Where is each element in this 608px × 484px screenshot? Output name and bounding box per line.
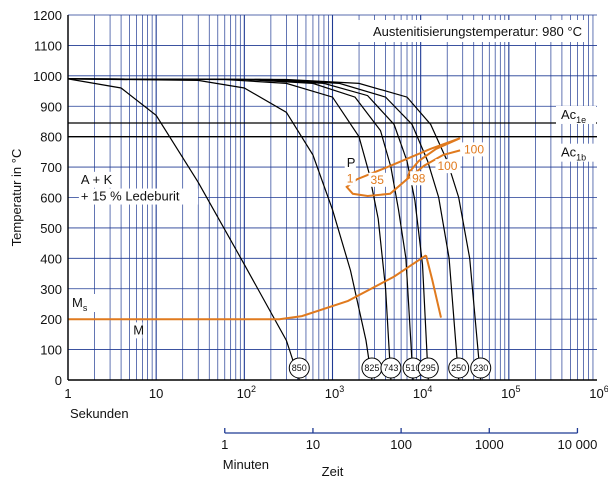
pearlite-end-line xyxy=(406,137,461,180)
hardness-label: 250 xyxy=(451,363,466,373)
percent-label-bg xyxy=(461,142,487,157)
region-label: P xyxy=(347,155,356,170)
region-label-bg xyxy=(78,171,119,188)
hardness-label: 295 xyxy=(421,363,436,373)
percent-label-bg xyxy=(368,172,387,187)
axes xyxy=(67,15,597,434)
critical-label-bg xyxy=(556,143,596,162)
y-tick-label: 900 xyxy=(40,99,62,114)
title-box xyxy=(349,20,587,42)
ms-label: Ms xyxy=(72,295,88,313)
region-label: M xyxy=(133,322,144,337)
cooling-curve xyxy=(67,78,373,381)
hardness-label: 230 xyxy=(473,363,488,373)
hardness-circle xyxy=(288,357,310,379)
hardness-circle xyxy=(380,357,402,379)
y-tick-label: 200 xyxy=(40,312,62,327)
minutes-tick-label: 10 xyxy=(306,437,320,452)
pearlite-start-line xyxy=(345,137,461,198)
y-tick-label: 400 xyxy=(40,251,62,266)
y-tick-label: 1000 xyxy=(33,69,62,84)
critical-temperature-lines xyxy=(68,122,597,138)
percent-label: 100 xyxy=(464,142,484,156)
x-tick-label: 106 xyxy=(589,384,608,401)
y-tick-label: 300 xyxy=(40,282,62,297)
hardness-label: 743 xyxy=(383,363,398,373)
minutes-unit-label: Minuten xyxy=(223,457,269,472)
y-tick-label: 800 xyxy=(40,130,62,145)
hardness-circle xyxy=(417,357,439,379)
y-tick-label: 100 xyxy=(40,343,62,358)
y-axis-title: Temperatur in °C xyxy=(9,149,24,247)
cooling-curve xyxy=(67,78,414,381)
y-tick-label: 0 xyxy=(55,373,62,388)
region-label-bg xyxy=(344,155,356,172)
x-tick-label: 102 xyxy=(237,384,256,401)
cooling-curve xyxy=(67,78,429,381)
hardness-circle xyxy=(448,357,470,379)
percent-label: 35 xyxy=(371,173,385,187)
percent-label-bg xyxy=(435,159,461,174)
x-axis-title: Zeit xyxy=(322,464,344,479)
percent-label-bg xyxy=(344,171,356,186)
x-tick-label: 1 xyxy=(64,386,71,401)
percent-label: 100 xyxy=(437,159,457,173)
x-tick-label: 105 xyxy=(501,384,520,401)
cooling-curve xyxy=(67,78,300,381)
y-tick-label: 500 xyxy=(40,221,62,236)
martensite-start-line xyxy=(68,254,427,321)
cooling-curve xyxy=(67,78,392,381)
hardness-label: 510 xyxy=(406,363,421,373)
hardness-label: 825 xyxy=(364,363,379,373)
region-label-bg xyxy=(131,322,143,339)
x-tick-label: 10 xyxy=(149,386,163,401)
region-label-bg xyxy=(78,188,199,205)
cooling-curve xyxy=(67,78,460,381)
minutes-tick-label: 1 xyxy=(221,437,228,452)
martensite-drop-line xyxy=(425,255,442,318)
percent-label: 98 xyxy=(412,171,426,185)
minutes-tick-label: 1000 xyxy=(475,437,504,452)
region-label: + 15 % Ledeburit xyxy=(81,189,180,204)
minutes-tick-label: 100 xyxy=(390,437,412,452)
percent-label: 1 xyxy=(347,171,354,185)
y-tick-label: 600 xyxy=(40,191,62,206)
hardness-label: 850 xyxy=(292,363,307,373)
y-tick-label: 1100 xyxy=(34,38,62,53)
y-tick-label: 1200 xyxy=(33,8,62,23)
critical-temperature-label: Ac1e xyxy=(561,107,586,125)
ms-label-bg xyxy=(70,294,96,312)
cooling-curves: 850 825 743 510 295 250 230 xyxy=(67,78,492,381)
cooling-curve xyxy=(67,78,482,381)
hardness-circle xyxy=(470,357,492,379)
x-tick-label: 104 xyxy=(413,384,432,401)
critical-label-bg xyxy=(556,105,596,124)
labels: 0100200300400500600700800900100011001200… xyxy=(9,8,608,479)
transformation-lines xyxy=(68,137,461,321)
chart-title: Austenitisierungstemperatur: 980 °C xyxy=(373,24,582,39)
y-tick-label: 700 xyxy=(40,160,62,175)
x-tick-label: 103 xyxy=(325,384,344,401)
region-label: A + K xyxy=(81,172,113,187)
minutes-tick-label: 10 000 xyxy=(558,437,598,452)
critical-temperature-label: Ac1b xyxy=(561,145,586,163)
seconds-unit-label: Sekunden xyxy=(70,406,129,421)
percent-label-bg xyxy=(410,171,429,186)
